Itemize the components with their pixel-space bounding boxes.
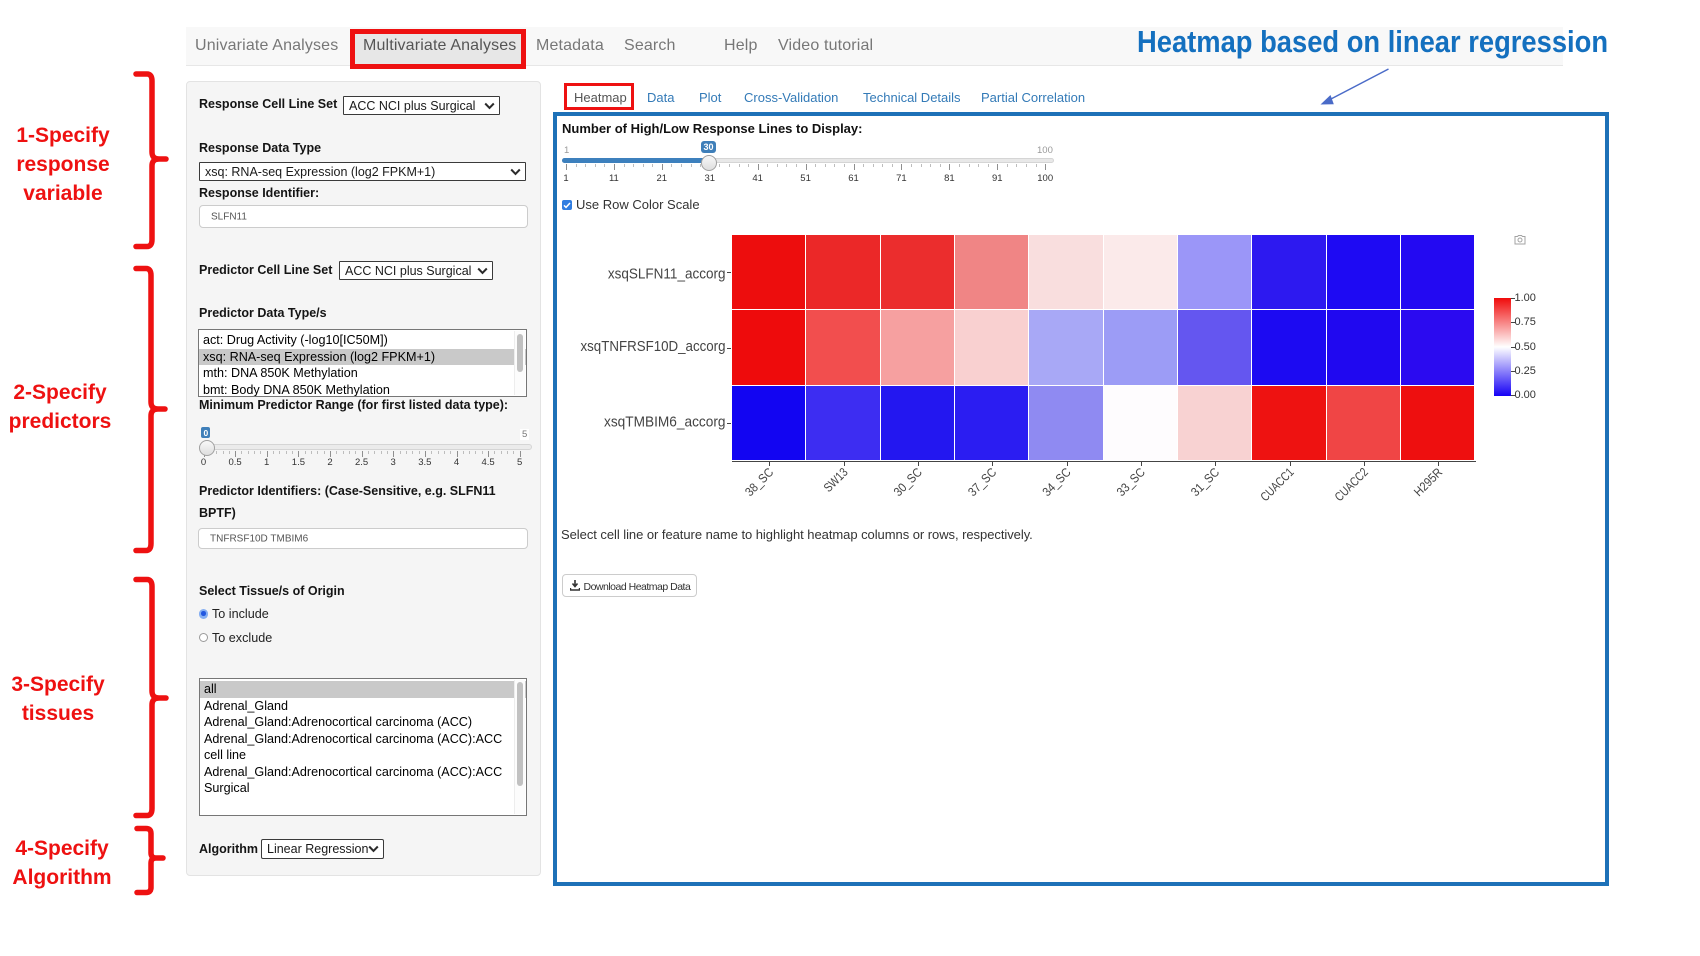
svg-text:38_SC: 38_SC [742,465,776,499]
svg-text:34_SC: 34_SC [1040,465,1074,499]
svg-text:30_SC: 30_SC [891,465,925,499]
svg-text:SW13: SW13 [821,465,851,495]
svg-text:xsqTMBIM6_accorg: xsqTMBIM6_accorg [604,414,726,431]
svg-text:CUACC2: CUACC2 [1332,465,1371,504]
svg-text:33_SC: 33_SC [1114,465,1148,499]
svg-text:37_SC: 37_SC [965,465,999,499]
svg-text:xsqTNFRSF10D_accorg: xsqTNFRSF10D_accorg [581,338,726,355]
svg-text:H295R: H295R [1411,465,1445,499]
svg-text:31_SC: 31_SC [1188,465,1222,499]
svg-text:xsqSLFN11_accorg: xsqSLFN11_accorg [608,266,726,283]
svg-text:CUACC1: CUACC1 [1258,465,1297,504]
